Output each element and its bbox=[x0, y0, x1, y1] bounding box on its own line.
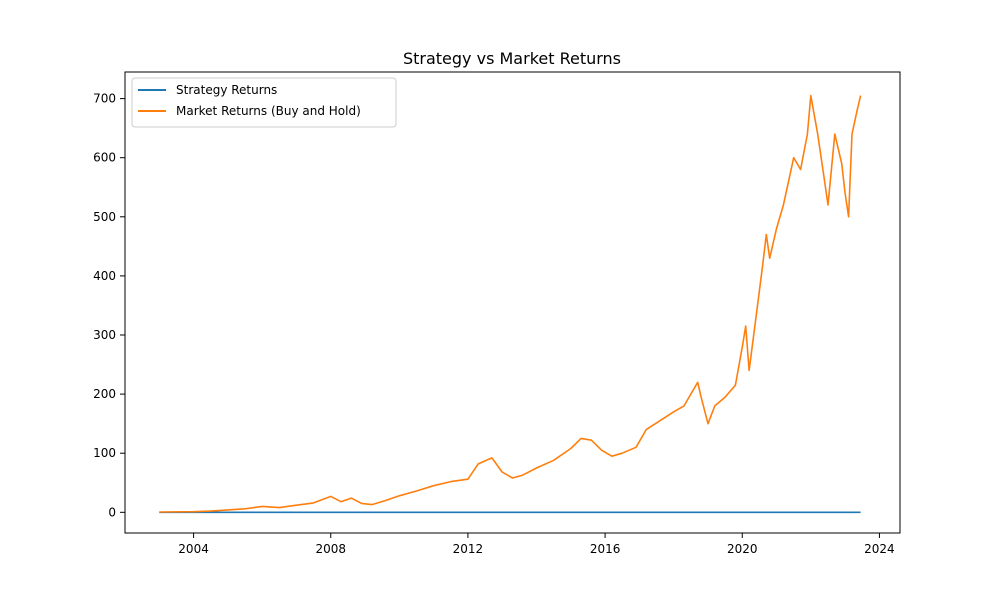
legend-label-strategy: Strategy Returns bbox=[176, 83, 277, 97]
y-tick-label: 400 bbox=[93, 269, 116, 283]
legend-label-market: Market Returns (Buy and Hold) bbox=[176, 104, 361, 118]
axes-layer: 2004 2008 2012 2016 2020 2024 0 100 200 300 400 500… bbox=[93, 71, 901, 556]
plot-layer bbox=[159, 94, 862, 514]
axes-frame bbox=[124, 71, 901, 534]
y-tick-label: 500 bbox=[93, 210, 116, 224]
y-tick-label: 100 bbox=[93, 446, 116, 460]
y-tick-label: 700 bbox=[93, 92, 116, 106]
x-tick-label: 2008 bbox=[315, 542, 346, 556]
x-tick-label: 2024 bbox=[864, 542, 895, 556]
series-line-market bbox=[159, 94, 862, 513]
y-tick-label: 600 bbox=[93, 151, 116, 165]
x-tick-label: 2004 bbox=[178, 542, 209, 556]
x-tick-label: 2012 bbox=[453, 542, 484, 556]
x-tick-label: 2020 bbox=[727, 542, 758, 556]
y-tick-label: 0 bbox=[108, 505, 116, 519]
legend-box bbox=[131, 77, 397, 128]
y-tick-label: 300 bbox=[93, 328, 116, 342]
y-tick-label: 200 bbox=[93, 387, 116, 401]
legend: Strategy Returns Market Returns (Buy and… bbox=[131, 77, 397, 128]
chart-title: Strategy vs Market Returns bbox=[403, 49, 621, 68]
x-tick-label: 2016 bbox=[590, 542, 621, 556]
